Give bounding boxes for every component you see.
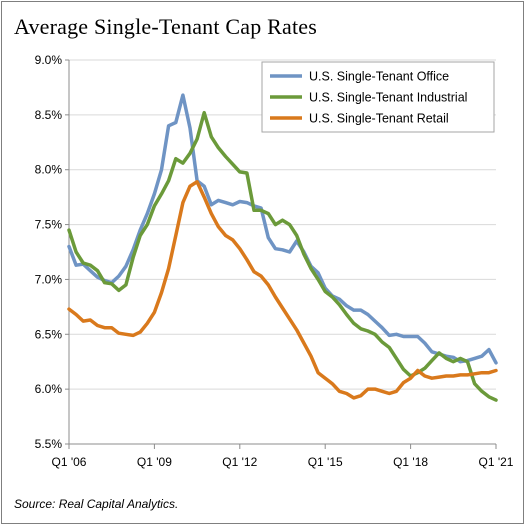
legend-label-office: U.S. Single-Tenant Office: [309, 70, 449, 84]
x-tick-label: Q1 '15: [308, 455, 343, 469]
source-note: Source: Real Capital Analytics.: [14, 497, 179, 511]
series-lines: [67, 93, 498, 402]
x-tick-label: Q1 '12: [222, 455, 257, 469]
legend-label-retail: U.S. Single-Tenant Retail: [309, 112, 449, 126]
x-tick-label: Q1 '06: [52, 455, 87, 469]
y-tick-label: 8.0%: [35, 163, 63, 177]
legend: U.S. Single-Tenant Office U.S. Single-Ten…: [261, 61, 495, 133]
y-tick-label: 6.5%: [35, 327, 63, 341]
office-series-line: [67, 93, 498, 365]
chart-title: Average Single-Tenant Cap Rates: [14, 14, 317, 39]
x-tick-label: Q1 '21: [479, 455, 514, 469]
y-tick-label: 8.5%: [35, 108, 63, 122]
x-tick-label: Q1 '09: [137, 455, 172, 469]
industrial-series-line: [67, 110, 498, 402]
y-tick-label: 5.5%: [35, 437, 63, 451]
y-tick-label: 7.0%: [35, 272, 63, 286]
y-tick-label: 9.0%: [35, 53, 63, 67]
y-tick-label: 7.5%: [35, 218, 63, 232]
retail-series-line: [67, 180, 498, 400]
legend-label-industrial: U.S. Single-Tenant Industrial: [309, 91, 467, 105]
x-tick-label: Q1 '18: [393, 455, 428, 469]
y-tick-label: 6.0%: [35, 382, 63, 396]
axes: 5.5% 6.0% 6.5% 7.0% 7.5% 8.0% 8.5% 9.0% Q1 '06 Q1…: [35, 53, 514, 469]
